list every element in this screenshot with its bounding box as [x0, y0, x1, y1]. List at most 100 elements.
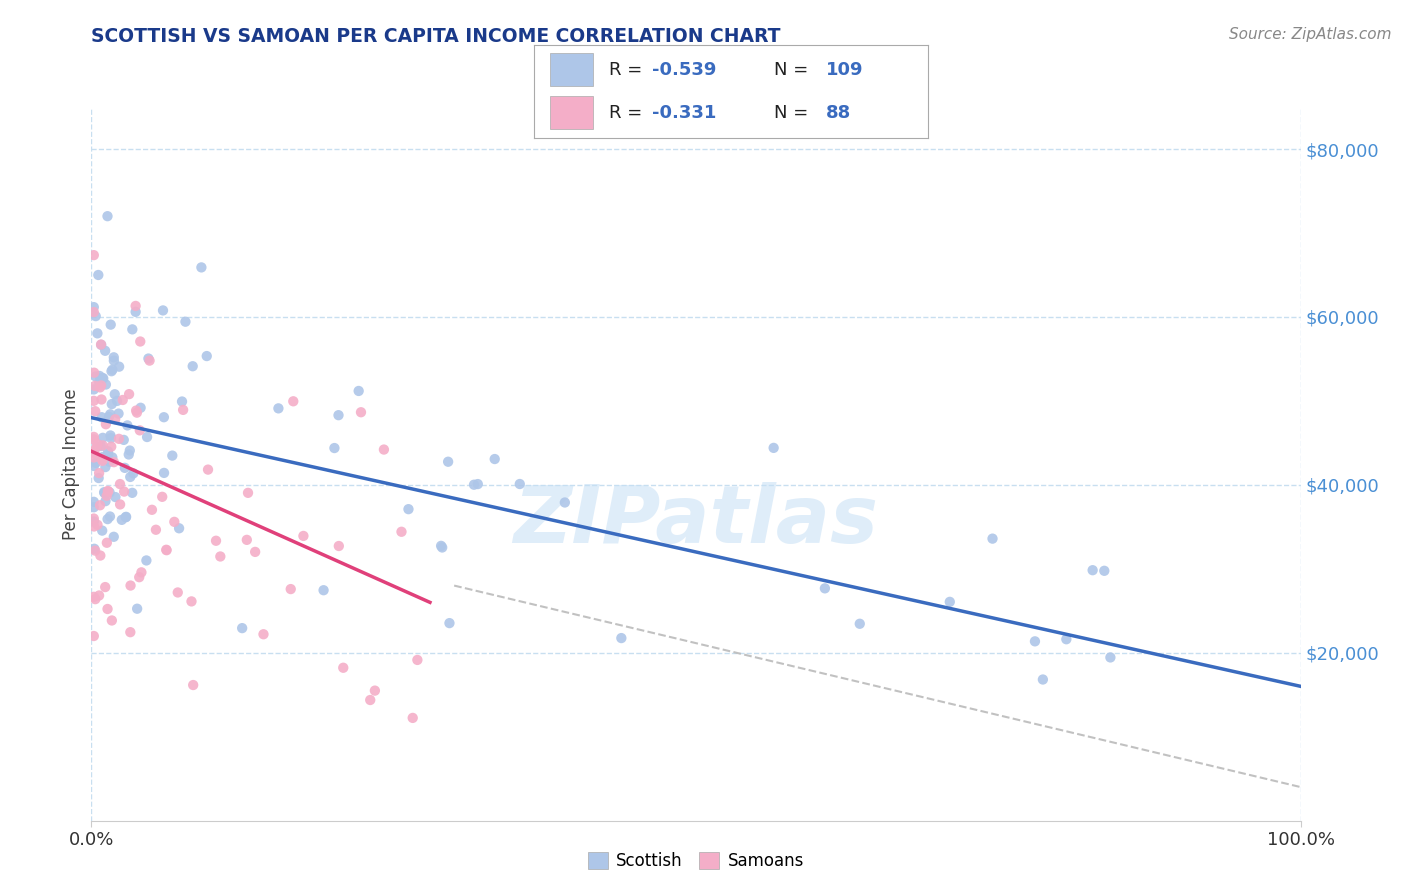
Point	[90, 410, 112, 425]
Point	[205, 533, 228, 548]
Point	[91, 371, 114, 385]
Point	[89, 549, 111, 563]
Point	[89, 376, 111, 390]
Point	[83, 590, 105, 604]
Point	[162, 449, 184, 463]
Point	[103, 351, 125, 365]
Point	[118, 443, 141, 458]
Point	[100, 364, 122, 378]
Point	[391, 524, 413, 539]
Point	[328, 408, 350, 422]
Point	[83, 300, 105, 314]
Point	[181, 359, 204, 374]
FancyBboxPatch shape	[550, 53, 593, 86]
Point	[127, 601, 149, 615]
Point	[84, 592, 107, 607]
Point	[252, 627, 274, 641]
Point	[104, 387, 127, 401]
Text: 88: 88	[825, 104, 851, 122]
Point	[108, 359, 131, 374]
Point	[100, 318, 122, 332]
Point	[84, 369, 107, 384]
Point	[141, 503, 163, 517]
Point	[83, 458, 105, 473]
Point	[108, 477, 131, 491]
Point	[107, 407, 129, 421]
Point	[128, 423, 150, 437]
Point	[762, 441, 785, 455]
Point	[93, 486, 115, 500]
Legend: Scottish, Samoans: Scottish, Samoans	[581, 845, 811, 877]
Point	[172, 403, 194, 417]
Point	[90, 439, 112, 453]
Point	[91, 371, 114, 385]
Point	[98, 485, 121, 500]
Point	[136, 430, 159, 444]
Point	[83, 446, 105, 460]
Point	[236, 533, 259, 547]
Point	[439, 616, 461, 631]
Point	[138, 351, 160, 366]
Point	[97, 448, 120, 462]
Point	[87, 589, 110, 603]
Point	[83, 393, 105, 408]
Point	[128, 570, 150, 584]
Point	[406, 653, 429, 667]
Point	[129, 401, 152, 415]
Point	[1092, 564, 1115, 578]
Point	[86, 437, 108, 451]
Point	[111, 392, 134, 407]
Point	[104, 412, 127, 426]
Point	[83, 495, 105, 509]
Point	[124, 299, 146, 313]
Point	[120, 470, 142, 484]
Point	[124, 305, 146, 319]
Point	[97, 409, 120, 424]
Point	[83, 366, 105, 380]
Point	[463, 477, 485, 491]
Point	[83, 248, 105, 262]
Point	[150, 490, 173, 504]
Point	[96, 602, 118, 616]
Point	[332, 661, 354, 675]
Point	[83, 443, 105, 458]
Point	[96, 535, 118, 549]
Point	[91, 438, 114, 452]
Point	[231, 621, 253, 635]
Point	[120, 625, 142, 640]
Point	[848, 616, 870, 631]
Point	[283, 394, 305, 409]
Point	[190, 260, 212, 275]
Text: N =: N =	[775, 104, 814, 122]
Point	[112, 484, 135, 499]
Point	[96, 209, 118, 223]
Point	[432, 541, 454, 555]
Point	[981, 532, 1004, 546]
Point	[98, 407, 121, 421]
Point	[83, 511, 105, 525]
Point	[108, 498, 131, 512]
Text: -0.331: -0.331	[652, 104, 717, 122]
Point	[89, 380, 111, 394]
Point	[174, 315, 197, 329]
Point	[86, 326, 108, 341]
Point	[87, 466, 110, 480]
Point	[120, 578, 142, 592]
Point	[129, 334, 152, 349]
Point	[1024, 634, 1046, 648]
Point	[97, 484, 120, 499]
Point	[152, 303, 174, 318]
Point	[1081, 563, 1104, 577]
Point	[197, 462, 219, 476]
Point	[312, 583, 335, 598]
Point	[121, 322, 143, 336]
Point	[100, 440, 122, 454]
Point	[155, 542, 177, 557]
Point	[105, 393, 128, 408]
Text: R =: R =	[609, 61, 648, 78]
Point	[364, 683, 387, 698]
Point	[114, 461, 136, 475]
Point	[101, 450, 124, 465]
Y-axis label: Per Capita Income: Per Capita Income	[62, 388, 80, 540]
Point	[323, 441, 346, 455]
